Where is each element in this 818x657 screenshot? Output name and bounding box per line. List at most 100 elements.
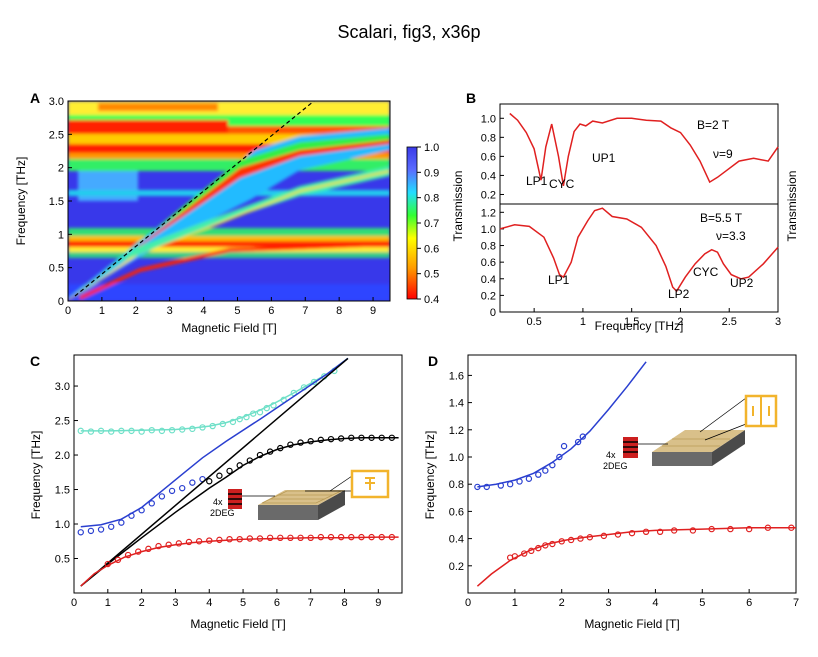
data-point <box>277 534 284 542</box>
data-point <box>138 428 145 435</box>
data-point <box>287 441 294 448</box>
x-tick-label: 1 <box>580 316 586 328</box>
data-point <box>483 483 490 491</box>
fit-line-2 <box>80 437 399 587</box>
data-point <box>558 538 565 545</box>
data-point <box>708 525 715 533</box>
data-point <box>199 424 206 431</box>
data-point <box>77 529 84 536</box>
y-tick-label: 0 <box>490 307 496 319</box>
x-tick-label: 9 <box>370 305 376 317</box>
x-tick-label: 0 <box>65 305 71 317</box>
data-point <box>337 435 345 442</box>
b-bottom-label-lp2: LP2 <box>668 287 690 301</box>
data-point <box>145 545 152 553</box>
data-point <box>135 548 142 555</box>
data-point <box>556 453 563 461</box>
b-top-nu: ν=9 <box>713 147 733 161</box>
data-point <box>87 428 95 435</box>
data-point <box>297 439 304 446</box>
data-point <box>87 527 95 535</box>
colorbar-tick-label: 0.4 <box>424 294 439 306</box>
data-point <box>567 536 575 544</box>
b-bottom-label-lp1: LP1 <box>548 273 570 287</box>
data-point <box>388 533 396 541</box>
data-point <box>246 535 254 542</box>
fit-line-4 <box>80 536 399 587</box>
x-tick-label: 4 <box>206 597 212 609</box>
data-point <box>114 556 122 564</box>
spectrum-b-bottom <box>499 207 779 293</box>
x-tick-label: 2 <box>139 597 145 609</box>
data-point <box>77 427 84 435</box>
data-point <box>307 438 314 445</box>
y-tick-label: 1.4 <box>449 398 464 410</box>
inset-c-label-2: 2DEG <box>210 508 235 518</box>
x-tick-label: 7 <box>302 305 308 317</box>
data-point <box>327 533 335 541</box>
data-point <box>138 507 145 514</box>
data-point <box>642 528 650 536</box>
b-top-label-lp1: LP1 <box>526 174 548 188</box>
fit-line-1 <box>80 357 349 528</box>
data-point <box>614 531 622 538</box>
y-tick-label: 0.6 <box>481 151 496 163</box>
panel-a-ylabel: Frequency [THz] <box>14 157 28 246</box>
colorbar-tick-label: 0.8 <box>424 193 439 205</box>
x-tick-label: 0 <box>465 597 471 609</box>
x-tick-label: 8 <box>336 305 342 317</box>
data-point <box>179 484 186 492</box>
data-point <box>560 442 568 450</box>
fit-line-1 <box>476 526 796 587</box>
data-point <box>185 538 193 546</box>
data-point <box>256 409 264 416</box>
x-tick-label: 9 <box>375 597 381 609</box>
panel-c: C 0 1 2 3 4 5 6 7 8 9 0.5 1.0 1.5 2.0 2.5 3.0 4x 2DEG <box>29 353 403 631</box>
data-point <box>656 528 664 536</box>
data-point <box>549 461 556 469</box>
colorbar-ticks: 1.0 0.9 0.8 0.7 0.6 0.5 0.4 <box>417 142 439 306</box>
data-point <box>263 404 270 412</box>
data-point <box>209 422 216 430</box>
inset-c-label: 4x <box>213 497 223 507</box>
data-point <box>287 534 294 542</box>
y-tick-label: 1.0 <box>481 113 496 125</box>
y-tick-label: 0.5 <box>55 554 70 566</box>
data-point <box>506 481 514 488</box>
panel-b-axes: 0.2 0.4 0.6 0.8 1.0 0.5 1 1.5 2 2.5 3 0 0.2 0.4 0.6 0.8… <box>481 113 781 328</box>
data-point <box>270 402 277 409</box>
x-tick-label: 2 <box>559 597 565 609</box>
data-point <box>256 451 264 459</box>
data-point <box>128 512 135 519</box>
data-point <box>310 378 318 386</box>
y-tick-label: 0.4 <box>481 274 496 286</box>
data-point <box>124 551 132 559</box>
x-tick-label: 7 <box>793 597 799 609</box>
panel-d: D 0 1 2 3 4 5 6 7 0.2 0.4 0.6 0.8 1.0 1.2 1.4 1.6 4x 2D… <box>423 353 799 631</box>
panel-b-xlabel: Frequency [THz] <box>595 319 684 333</box>
sample-inset-c: 4x 2DEG <box>210 469 390 520</box>
data-point <box>348 434 355 441</box>
x-tick-label: 6 <box>274 597 280 609</box>
y-tick-label: 3.0 <box>55 381 70 393</box>
y-tick-label: 2.5 <box>49 129 64 141</box>
y-tick-label: 2 <box>58 163 64 175</box>
data-point <box>764 524 772 531</box>
spectrum-b-top <box>509 112 779 187</box>
data-point <box>266 534 274 542</box>
y-tick-label: 0.4 <box>449 534 464 546</box>
data-point <box>148 426 155 434</box>
y-tick-label: 0.8 <box>481 132 496 144</box>
y-tick-label: 0.4 <box>481 170 496 182</box>
data-point <box>236 535 243 543</box>
b-bottom-label-cyc: CYC <box>693 265 719 279</box>
data-point <box>219 420 226 428</box>
x-tick-label: 3 <box>606 597 612 609</box>
data-point <box>368 434 375 441</box>
x-tick-label: 4 <box>652 597 658 609</box>
data-point <box>165 541 172 548</box>
x-tick-label: 6 <box>746 597 752 609</box>
data-point <box>628 529 636 537</box>
data-point <box>195 538 203 545</box>
y-tick-label: 0.5 <box>49 263 64 275</box>
